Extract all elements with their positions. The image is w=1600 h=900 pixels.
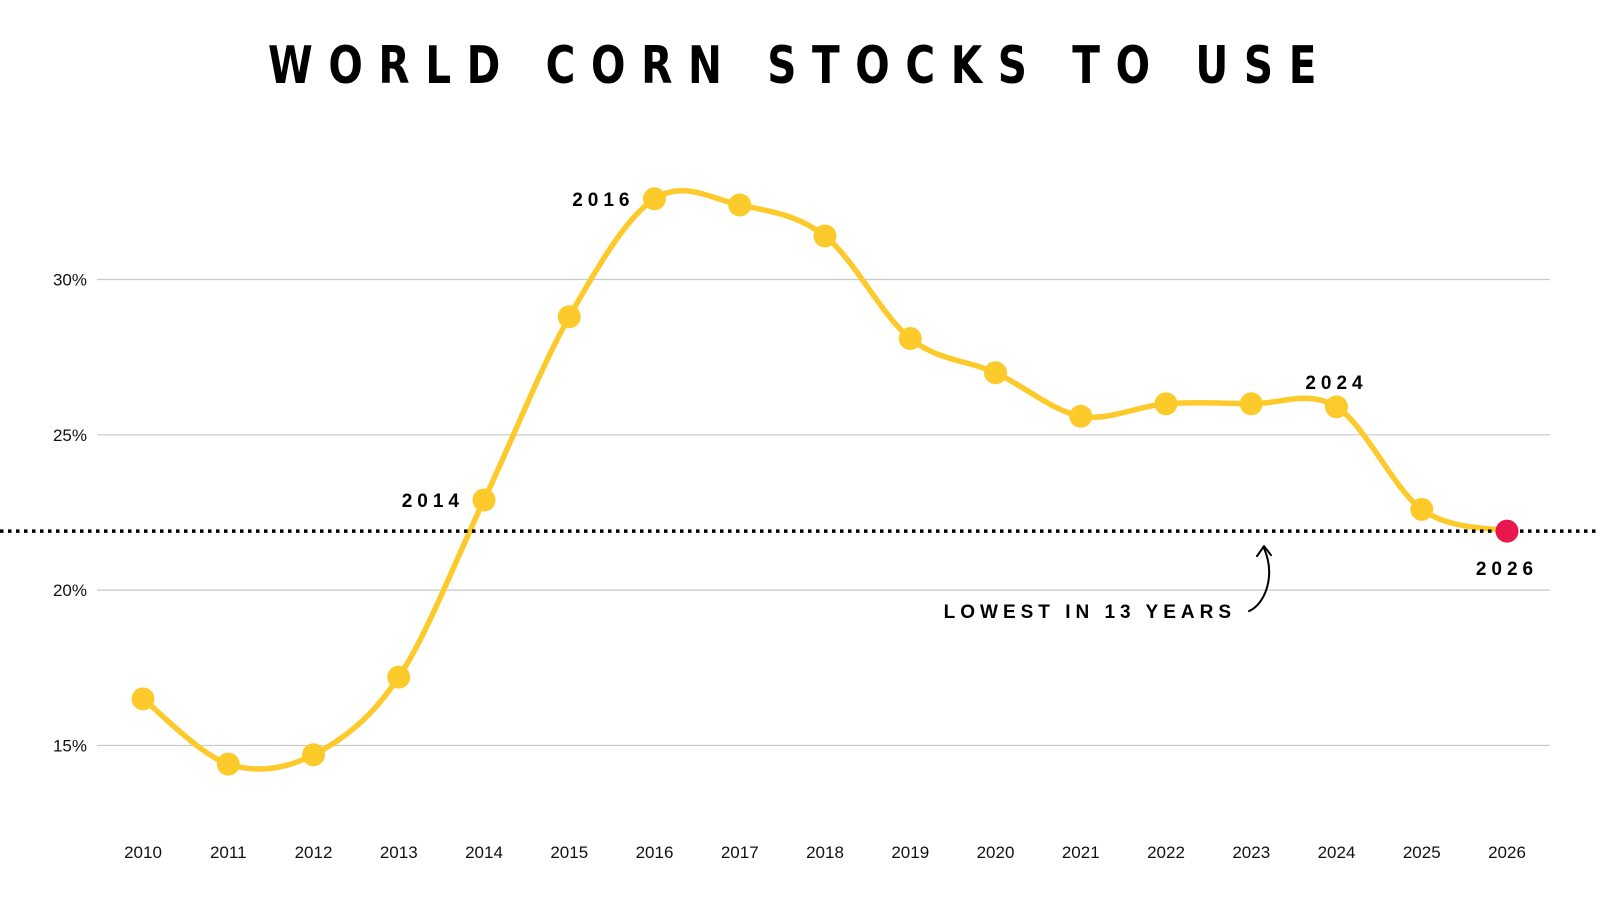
x-tick-label: 2022 [1147,843,1185,862]
data-point [558,305,581,328]
series-line [143,191,1507,769]
data-point [1410,498,1433,521]
x-tick-label: 2014 [465,843,503,862]
x-tick-label: 2020 [977,843,1015,862]
data-point [1155,392,1178,415]
x-tick-label: 2021 [1062,843,1100,862]
y-tick-label: 30% [53,271,87,290]
point-label: 2024 [1305,373,1367,394]
data-point [1069,405,1092,428]
x-tick-label: 2025 [1403,843,1441,862]
x-tick-label: 2023 [1232,843,1270,862]
x-tick-label: 2011 [210,843,247,862]
x-tick-label: 2012 [295,843,333,862]
x-tick-label: 2016 [636,843,674,862]
data-point [643,187,666,210]
series-line-group [143,191,1507,769]
y-tick-label: 15% [53,736,87,755]
data-point [217,753,240,776]
data-point [814,225,837,248]
data-point [984,361,1007,384]
annotation-arrow [1249,548,1269,611]
data-point [302,743,325,766]
x-tick-label: 2024 [1318,843,1356,862]
data-point [1240,392,1263,415]
gridlines [97,280,1550,746]
data-point [132,687,155,710]
annotation-group: LOWEST IN 13 YEARS [944,546,1271,623]
point-labels: 2014 2016 2024 2026 [402,190,1538,580]
y-tick-label: 20% [53,581,87,600]
x-tick-label: 2018 [806,843,844,862]
annotation-text: LOWEST IN 13 YEARS [944,602,1236,623]
point-label: 2016 [572,190,634,211]
data-point [728,193,751,216]
x-tick-label: 2019 [891,843,929,862]
x-axis-ticks: 2010 2011 2012 2013 2014 2015 2016 2017 2018 2019… [124,843,1526,862]
data-point [473,489,496,512]
point-label: 2014 [402,491,464,512]
point-label: 2026 [1476,559,1538,580]
x-tick-label: 2017 [721,843,759,862]
data-point [387,666,410,689]
y-axis-ticks: 15% 20% 25% 30% [53,271,87,756]
x-tick-label: 2013 [380,843,418,862]
y-tick-label: 25% [53,426,87,445]
annotation-arrowhead [1257,546,1271,556]
data-point [899,327,922,350]
data-point [1325,395,1348,418]
data-points [132,187,1519,775]
x-tick-label: 2015 [550,843,588,862]
line-chart: 15%20%25%30% 2010 2011 2012 2013 2014 2015 201… [0,0,1600,900]
highlight-point [1496,520,1519,543]
x-tick-label: 2010 [124,843,162,862]
x-tick-label: 2026 [1488,843,1526,862]
